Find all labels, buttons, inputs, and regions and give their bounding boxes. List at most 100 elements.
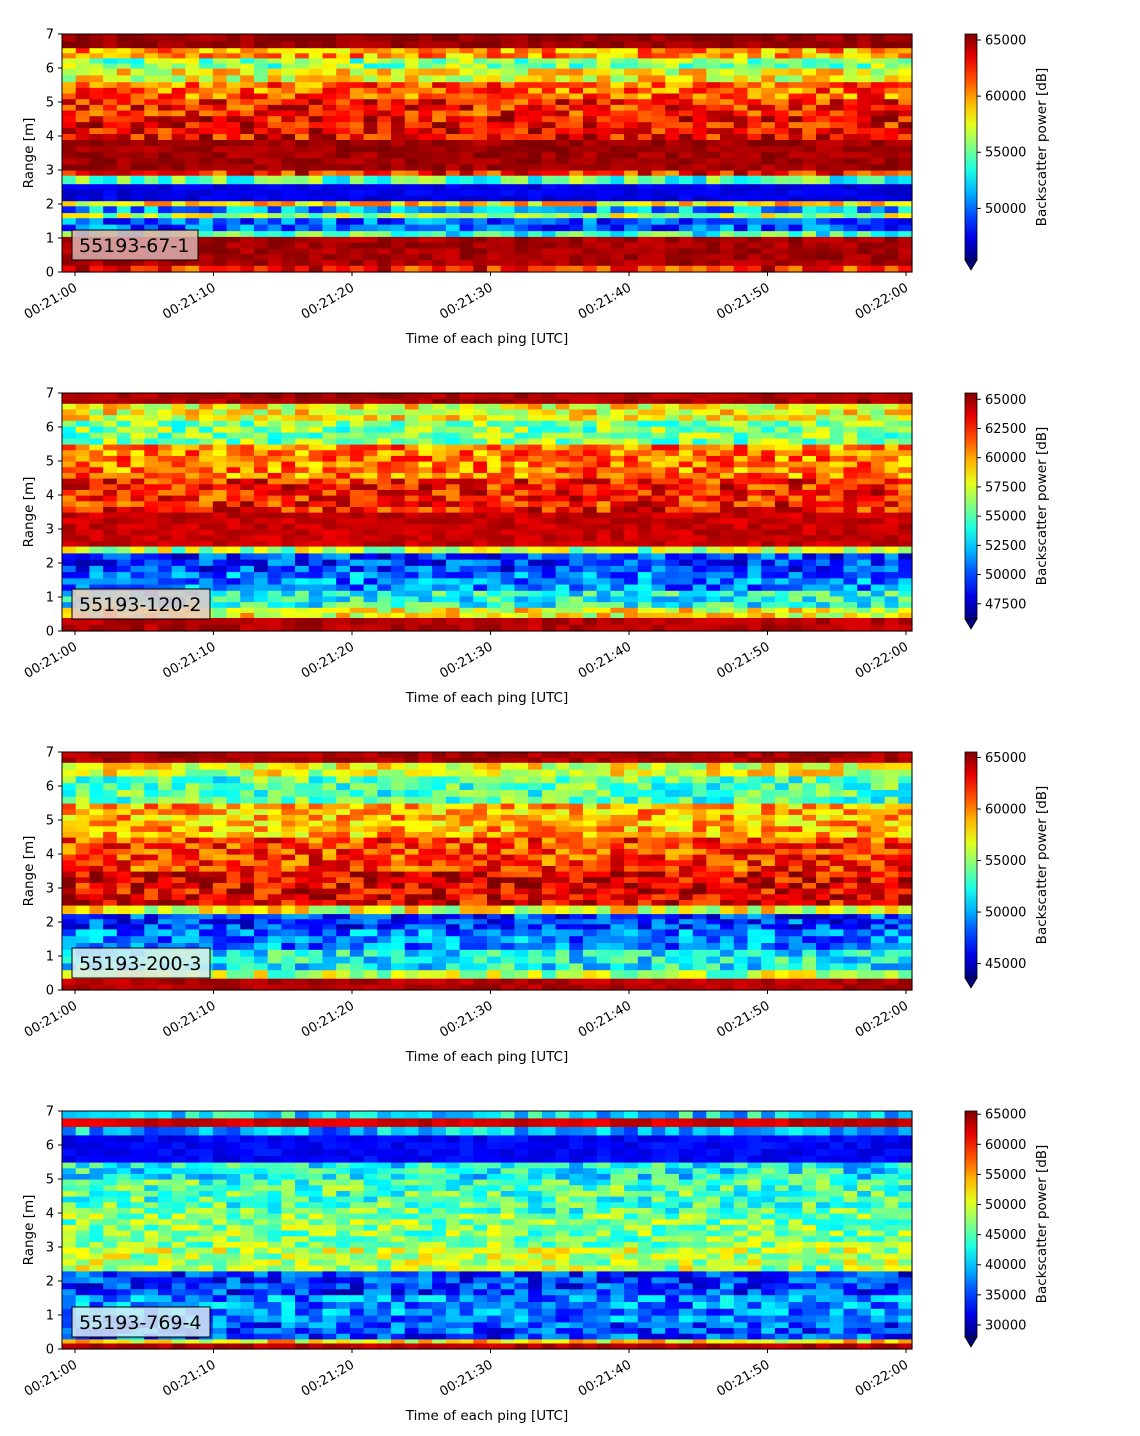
heatmap-cell (692, 466, 707, 473)
heatmap-cell (89, 121, 104, 129)
heatmap-cell (308, 121, 324, 129)
heatmap-cell (308, 607, 324, 613)
heatmap-cell (747, 151, 762, 159)
heatmap-cell (843, 224, 858, 232)
heatmap-cell (295, 506, 310, 513)
heatmap-cell (459, 408, 474, 416)
heatmap-cell (555, 230, 570, 237)
heatmap-cell (322, 559, 337, 566)
heatmap-cell (322, 408, 337, 416)
heatmap-cell (473, 104, 488, 111)
heatmap-cell (459, 403, 474, 410)
heatmap-cell (267, 529, 282, 536)
heatmap-cell (857, 617, 872, 625)
heatmap-cell (733, 414, 749, 421)
heatmap-cell (459, 495, 474, 502)
heatmap-cell (761, 612, 776, 618)
heatmap-cell (473, 512, 488, 519)
heatmap-cell (253, 189, 269, 196)
heatmap-cell (720, 98, 735, 105)
heatmap-cell (199, 517, 214, 524)
heatmap-cell (144, 74, 159, 83)
heatmap-cell (157, 455, 173, 462)
heatmap-cell (240, 403, 255, 410)
heatmap-cell (240, 489, 255, 496)
heatmap-cell (514, 163, 529, 171)
heatmap-cell (706, 571, 721, 579)
heatmap-cell (706, 265, 721, 273)
heatmap-cell (870, 444, 886, 451)
heatmap-cell (706, 236, 721, 243)
heatmap-cell (788, 529, 803, 536)
heatmap-cell (281, 92, 296, 100)
heatmap-cell (761, 175, 776, 185)
heatmap-cell (596, 489, 611, 496)
heatmap-cell (582, 426, 598, 433)
heatmap-cell (418, 607, 433, 613)
heatmap-cell (541, 523, 557, 530)
heatmap-cell (267, 472, 282, 479)
heatmap-cell (720, 217, 735, 225)
heatmap-cell (610, 175, 625, 185)
heatmap-cell (157, 506, 173, 513)
heatmap-cell (281, 230, 296, 237)
heatmap-cell (75, 546, 91, 554)
heatmap-cell (582, 432, 598, 439)
heatmap-cell (349, 145, 365, 153)
heatmap-cell (75, 489, 91, 496)
heatmap-cell (720, 489, 735, 496)
heatmap-cell (267, 74, 282, 83)
heatmap-cell (432, 444, 447, 451)
heatmap-cell (404, 170, 420, 176)
heatmap-cell (295, 265, 310, 273)
heatmap-cell (541, 127, 557, 135)
heatmap-cell (391, 577, 406, 585)
heatmap-cell (445, 495, 461, 502)
heatmap-cell (665, 81, 680, 88)
heatmap-cell (116, 265, 132, 273)
heatmap-cell (774, 183, 790, 190)
heatmap-cell (404, 175, 420, 185)
heatmap-cell (459, 398, 474, 404)
heatmap-cell (774, 624, 790, 632)
heatmap-cell (459, 512, 474, 519)
heatmap-cell (199, 540, 214, 547)
heatmap-cell (89, 200, 104, 207)
heatmap-cell (336, 495, 351, 502)
heatmap-cell (144, 426, 159, 433)
heatmap-cell (610, 247, 625, 255)
heatmap-cell (240, 512, 255, 519)
heatmap-cell (720, 444, 735, 451)
heatmap-cell (418, 512, 433, 519)
heatmap-cell (747, 403, 762, 410)
heatmap-cell (308, 98, 324, 105)
heatmap-cell (404, 109, 420, 117)
heatmap-cell (678, 34, 694, 42)
heatmap-cell (624, 157, 639, 165)
heatmap-cell (651, 87, 666, 94)
heatmap-cell (637, 109, 653, 117)
heatmap-cell (555, 98, 570, 105)
heatmap-cell (843, 151, 858, 159)
heatmap-cell (103, 512, 118, 519)
heatmap-cell (829, 607, 845, 613)
heatmap-cell (637, 133, 653, 140)
heatmap-cell (281, 612, 296, 618)
heatmap-cell (637, 57, 653, 64)
heatmap-cell (514, 139, 529, 147)
heatmap-cell (774, 52, 790, 59)
heatmap-cell (62, 571, 77, 579)
heatmap-cell (514, 115, 529, 123)
heatmap-cell (62, 408, 77, 416)
heatmap-cell (295, 612, 310, 618)
heatmap-cell (816, 139, 831, 147)
heatmap-cell (308, 478, 324, 485)
heatmap-cell (322, 449, 337, 456)
heatmap-cell (391, 68, 406, 76)
heatmap-cell (336, 577, 351, 585)
heatmap-cell (144, 217, 159, 225)
heatmap-cell (555, 483, 570, 490)
heatmap-cell (212, 449, 228, 456)
heatmap-cell (404, 265, 420, 273)
heatmap-cell (281, 565, 296, 573)
